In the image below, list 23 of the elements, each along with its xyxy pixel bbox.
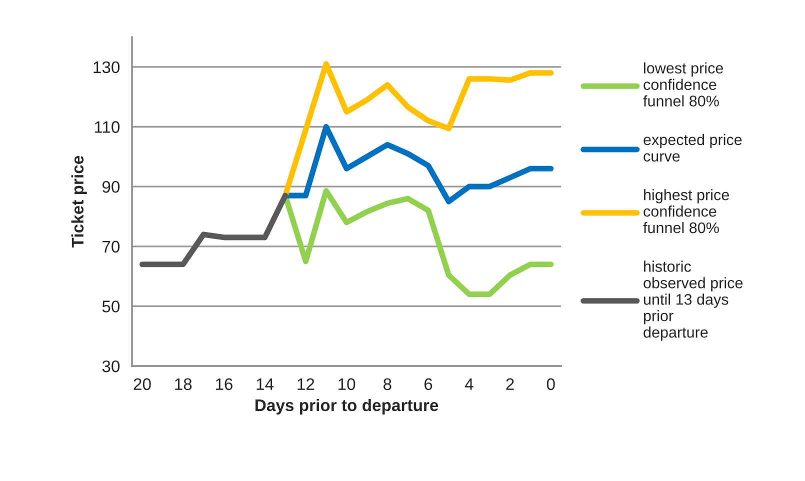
y-tick-label: 90 xyxy=(102,180,120,193)
legend-label: historic observed price until 13 days prior departure xyxy=(644,260,743,341)
x-tick-label: 10 xyxy=(338,378,356,390)
legend-label: expected price curve xyxy=(644,134,742,162)
y-axis-title: Ticket price xyxy=(71,156,87,248)
x-tick-label: 6 xyxy=(424,378,432,390)
y-tick-label: 30 xyxy=(102,360,120,372)
x-tick-label: 12 xyxy=(298,378,314,390)
y-tick-label: 130 xyxy=(94,61,120,74)
x-tick-label: 4 xyxy=(464,378,474,390)
x-tick-label: 0 xyxy=(546,378,555,390)
y-tick-label: 70 xyxy=(102,240,120,253)
y-tick-label: 110 xyxy=(94,121,120,133)
legend-label: lowest price confidence funnel 80% xyxy=(643,62,723,106)
x-tick-label: 14 xyxy=(256,378,274,390)
legend-label: highest price confidence funnel 80% xyxy=(643,189,729,234)
x-tick-label: 20 xyxy=(134,378,151,390)
x-tick-label: 8 xyxy=(384,378,392,390)
y-tick-label: 50 xyxy=(102,300,120,312)
x-tick-label: 16 xyxy=(216,378,232,390)
x-tick-label: 2 xyxy=(506,378,514,390)
x-axis-title: Days prior to departure xyxy=(256,398,438,414)
x-tick-label: 18 xyxy=(175,378,192,390)
